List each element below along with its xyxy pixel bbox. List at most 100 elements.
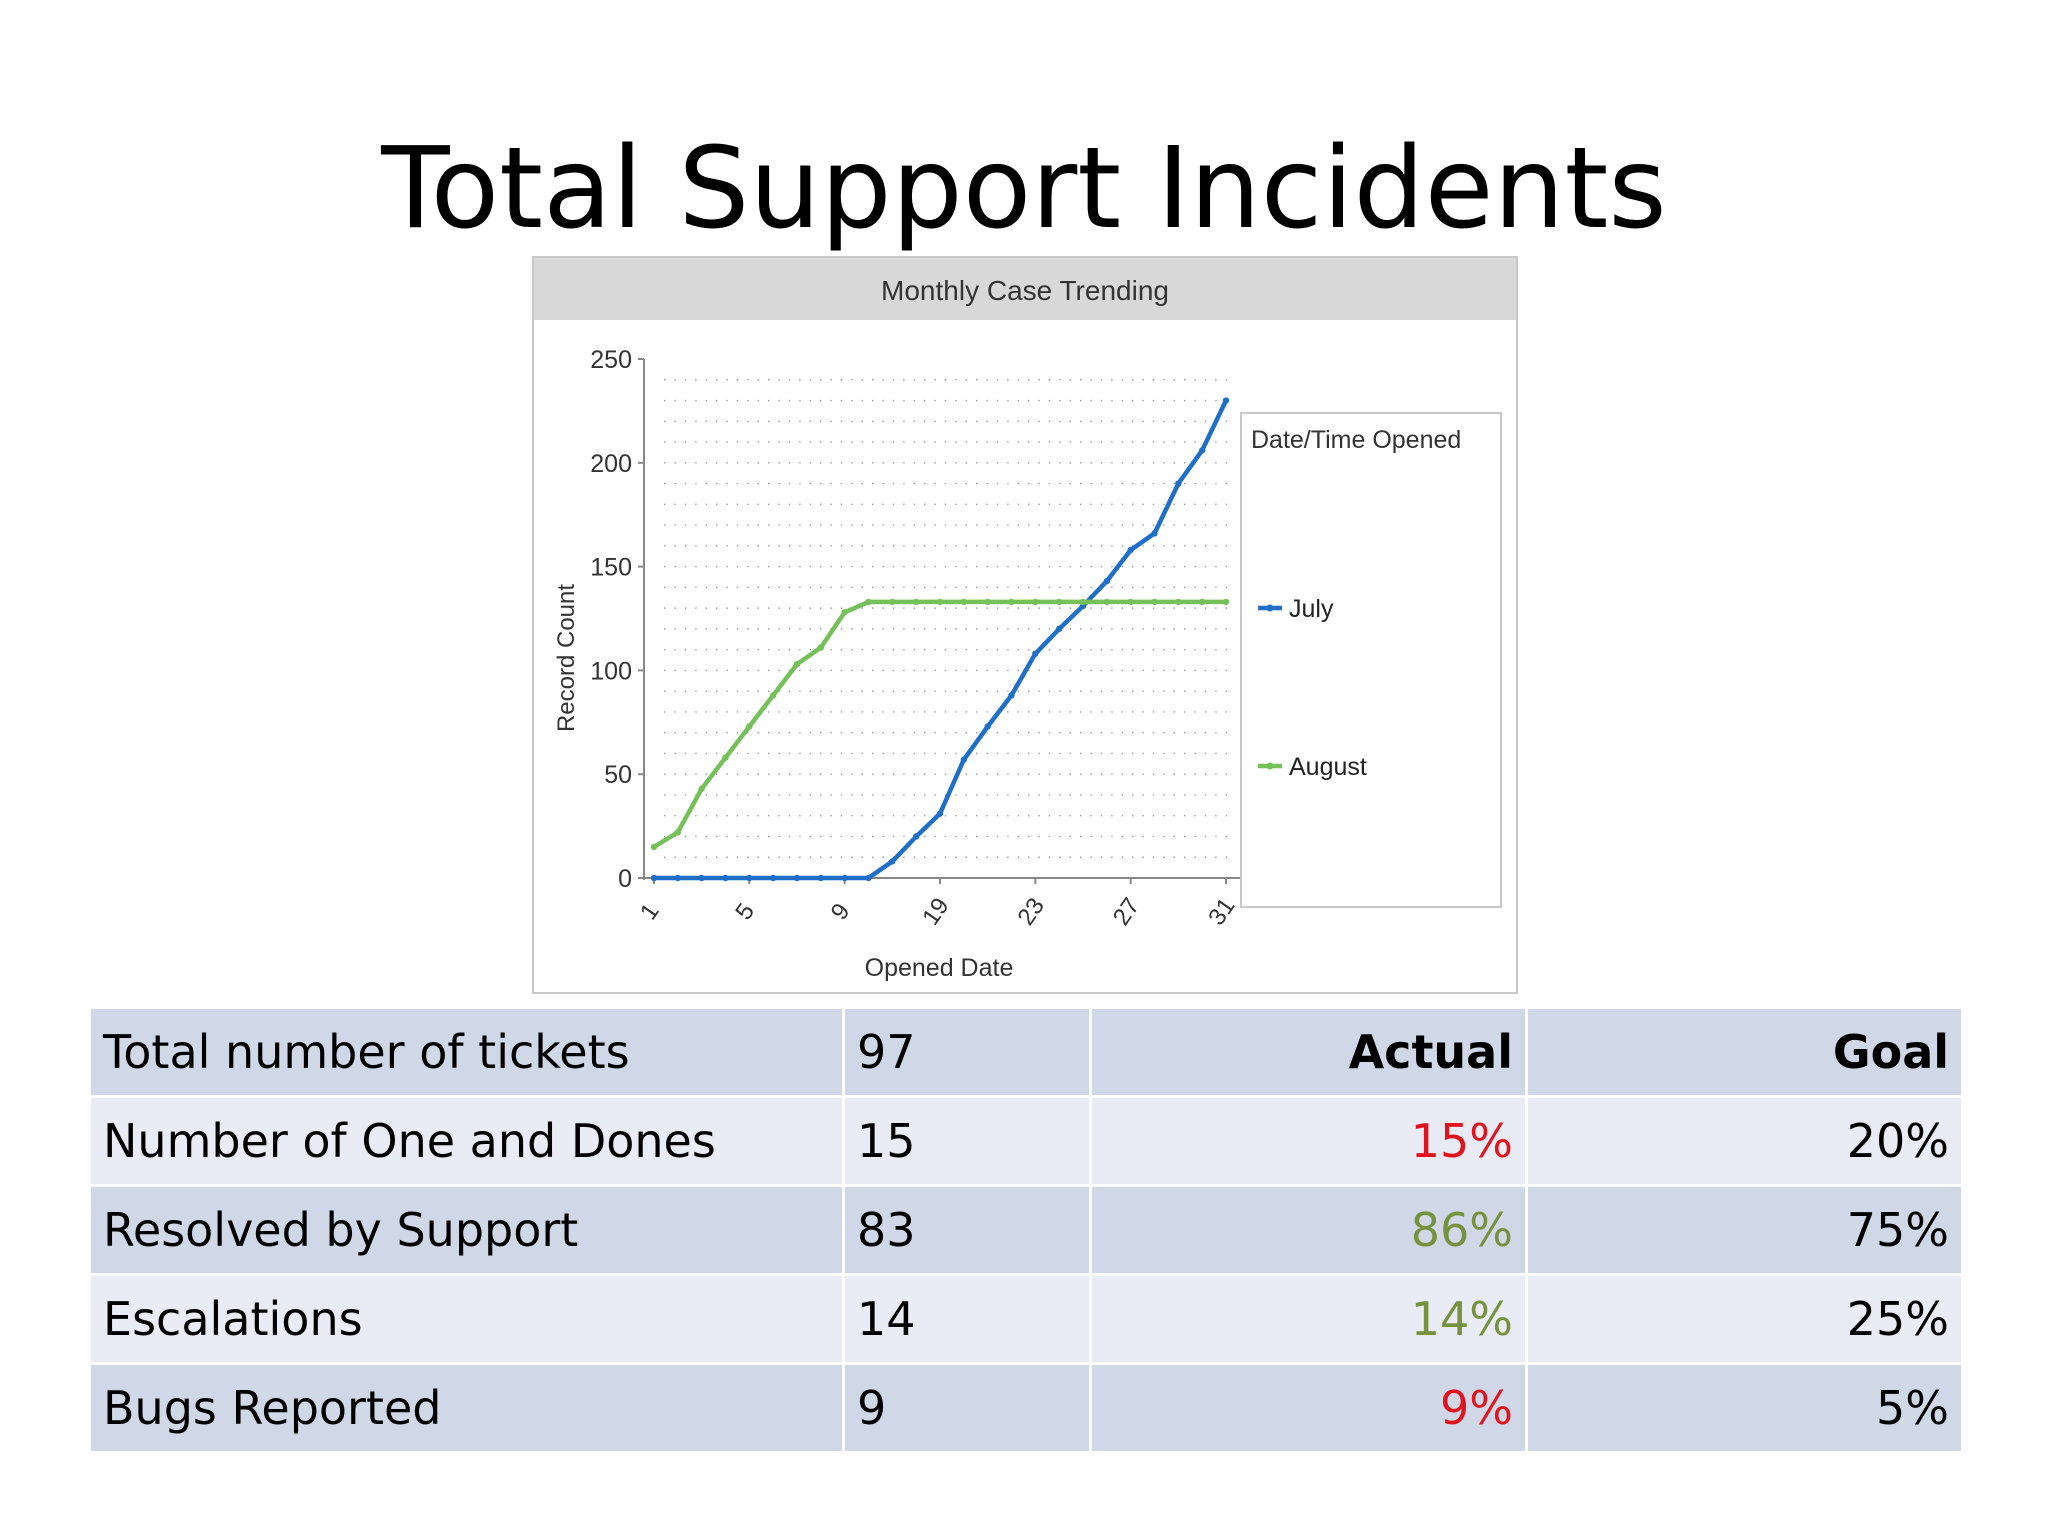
data-point-july — [769, 874, 777, 882]
y-tick-label: 50 — [604, 761, 632, 789]
row-goal: 5% — [1528, 1365, 1961, 1451]
data-point-july — [1151, 530, 1158, 537]
row-goal: 75% — [1528, 1187, 1961, 1273]
legend-marker-july — [1266, 604, 1274, 612]
chart-grid — [664, 379, 1234, 858]
slide-title: Total Support Incidents — [381, 124, 1667, 254]
row-count: 15 — [845, 1098, 1089, 1184]
data-point-august — [1151, 598, 1158, 606]
x-tick-label: 19 — [917, 893, 954, 930]
data-point-july — [912, 833, 920, 840]
row-label: Escalations — [91, 1276, 842, 1362]
table-row: Bugs Reported 9 9% 5% — [91, 1365, 1961, 1451]
chart-title-band — [534, 258, 1516, 320]
data-point-august — [1055, 598, 1063, 606]
y-tick-label: 150 — [590, 554, 632, 582]
x-tick-label: 27 — [1108, 893, 1145, 930]
data-point-august — [769, 692, 777, 699]
chart-title: Monthly Case Trending — [881, 275, 1169, 306]
y-tick-label: 250 — [590, 346, 632, 374]
row-goal: 20% — [1528, 1098, 1961, 1184]
row-label: Number of One and Dones — [91, 1098, 842, 1184]
data-point-july — [889, 858, 896, 865]
line-chart: Monthly Case Trending 0 50 100 150 200 250 1 5 9… — [534, 258, 1516, 982]
data-point-august — [1175, 598, 1182, 606]
y-axis-label: Record Count — [553, 584, 580, 732]
data-point-august — [1198, 598, 1206, 606]
row-label: Resolved by Support — [91, 1187, 842, 1273]
data-point-august — [698, 785, 705, 792]
x-tick-label: 23 — [1012, 893, 1049, 930]
data-point-august — [793, 660, 801, 668]
data-point-august — [960, 598, 968, 606]
data-point-august — [1032, 598, 1039, 606]
row-count: 14 — [845, 1276, 1089, 1362]
x-tick-label: 9 — [826, 898, 856, 924]
data-point-august — [1008, 598, 1015, 606]
data-point-july — [698, 874, 705, 882]
data-point-august — [817, 644, 825, 651]
row-actual: 86% — [1092, 1187, 1525, 1273]
table-row: Resolved by Support 83 86% 75% — [91, 1187, 1961, 1273]
data-point-august — [841, 609, 848, 616]
y-tick-label: 200 — [590, 450, 632, 478]
data-point-july — [1008, 692, 1015, 699]
data-point-july — [1222, 397, 1230, 404]
data-point-august — [889, 598, 896, 606]
data-point-july — [722, 874, 729, 882]
data-point-july — [746, 874, 753, 882]
data-point-july — [1032, 650, 1039, 657]
data-point-july — [1127, 546, 1134, 554]
data-point-july — [1175, 480, 1182, 487]
data-point-august — [722, 754, 729, 761]
data-point-august — [1127, 598, 1134, 606]
data-point-august — [1222, 598, 1230, 606]
data-point-august — [865, 598, 872, 606]
row-actual: 9% — [1092, 1365, 1525, 1451]
data-point-july — [936, 810, 944, 817]
row-label: Bugs Reported — [91, 1365, 842, 1451]
x-tick-label: 1 — [635, 898, 665, 924]
data-point-july — [817, 874, 825, 882]
x-tick-label: 31 — [1203, 893, 1240, 930]
legend-label-august: August — [1289, 753, 1367, 781]
row-label: Total number of tickets — [91, 1009, 842, 1095]
y-tick-label: 0 — [618, 865, 632, 893]
legend-marker-august — [1266, 762, 1274, 770]
x-tick-label: 5 — [730, 898, 760, 924]
data-point-july — [650, 874, 658, 882]
data-point-july — [674, 874, 682, 882]
row-count: 83 — [845, 1187, 1089, 1273]
data-point-july — [841, 874, 848, 882]
chart-panel: Monthly Case Trending 0 50 100 150 200 250 1 5 9… — [532, 256, 1518, 994]
x-axis-label: Opened Date — [865, 954, 1014, 982]
row-count: 97 — [845, 1009, 1089, 1095]
legend-label-july: July — [1289, 595, 1334, 623]
chart-series — [650, 397, 1230, 882]
row-actual: 15% — [1092, 1098, 1525, 1184]
data-point-july — [1055, 625, 1063, 633]
data-point-july — [865, 874, 872, 882]
row-goal: 25% — [1528, 1276, 1961, 1362]
chart-legend: July August — [1258, 595, 1367, 781]
data-point-august — [1103, 598, 1111, 606]
table-row: Total number of tickets 97 Actual Goal — [91, 1009, 1961, 1095]
data-point-august — [936, 598, 944, 606]
row-actual: 14% — [1092, 1276, 1525, 1362]
table-row: Number of One and Dones 15 15% 20% — [91, 1098, 1961, 1184]
legend-box — [1240, 412, 1502, 908]
series-line-july — [651, 398, 1229, 881]
row-count: 9 — [845, 1365, 1089, 1451]
data-point-july — [1198, 447, 1206, 454]
data-point-july — [793, 874, 801, 882]
goal-header: Goal — [1528, 1009, 1961, 1095]
data-point-august — [1079, 598, 1087, 606]
data-point-august — [746, 723, 753, 730]
data-point-august — [984, 598, 991, 606]
data-point-august — [674, 829, 682, 836]
table-row: Escalations 14 14% 25% — [91, 1276, 1961, 1362]
data-point-july — [984, 723, 991, 730]
chart-axes: 0 50 100 150 200 250 1 5 9 19 23 27 31 — [590, 346, 1240, 930]
y-tick-label: 100 — [590, 657, 632, 685]
stats-table: Total number of tickets 97 Actual Goal N… — [88, 1006, 1964, 1454]
